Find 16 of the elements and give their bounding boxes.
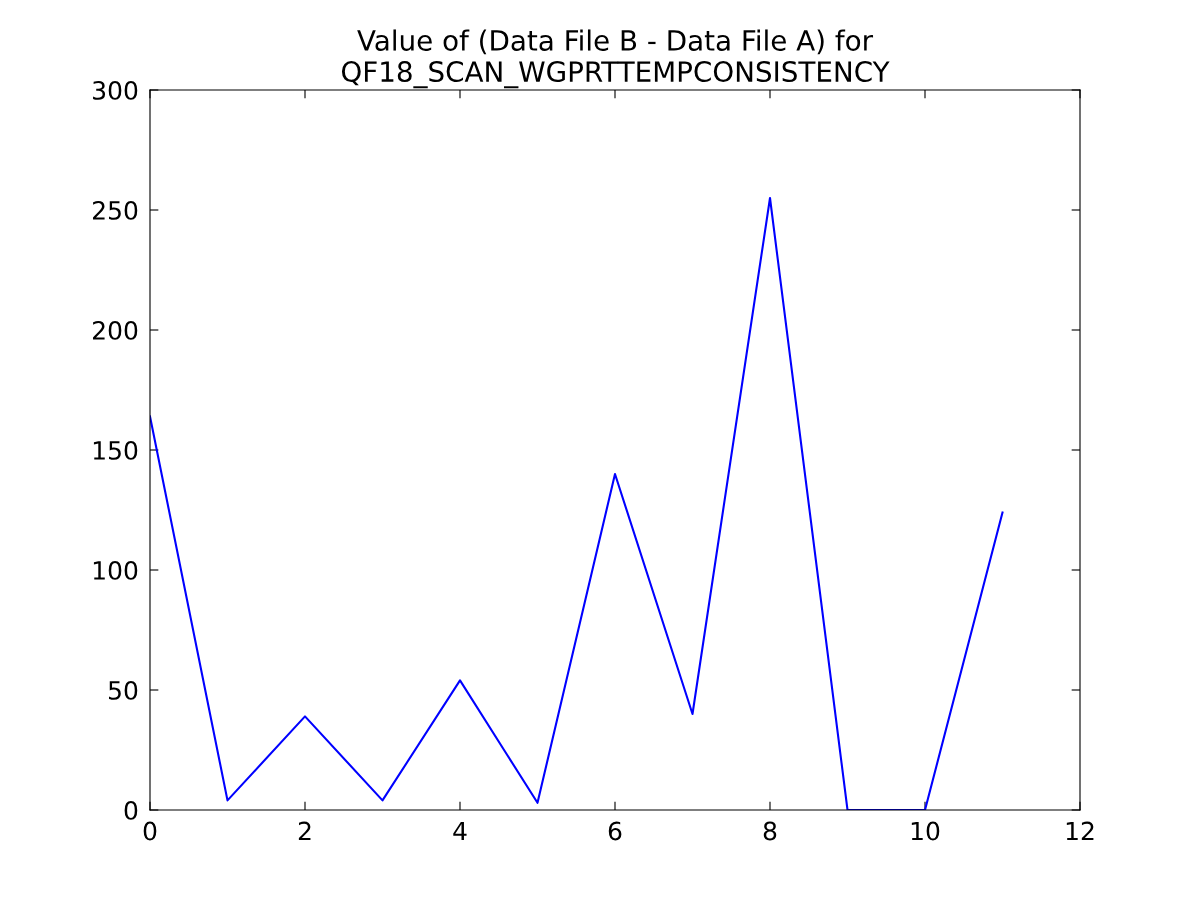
chart-title: Value of (Data File B - Data File A) for QF18_SCAN_WGPRTTEMPCONSISTENCY xyxy=(341,29,890,89)
y-tick-label: 150 xyxy=(93,440,138,460)
x-tick-label: 2 xyxy=(298,821,311,841)
y-tick-label: 100 xyxy=(93,560,138,580)
x-tick-label: 6 xyxy=(608,821,622,841)
x-tick-label: 8 xyxy=(763,821,777,841)
y-tick-label: 0 xyxy=(124,800,138,820)
y-tick-label: 250 xyxy=(93,200,138,220)
y-tick-label: 300 xyxy=(93,80,138,100)
x-tick-label: 12 xyxy=(1066,821,1094,841)
x-tick-label: 0 xyxy=(143,821,157,841)
y-tick-label: 50 xyxy=(109,680,138,700)
x-tick-label: 4 xyxy=(453,821,467,841)
y-tick-label: 200 xyxy=(93,320,138,340)
x-tick-label: 10 xyxy=(911,821,940,841)
line-series xyxy=(150,196,1004,810)
